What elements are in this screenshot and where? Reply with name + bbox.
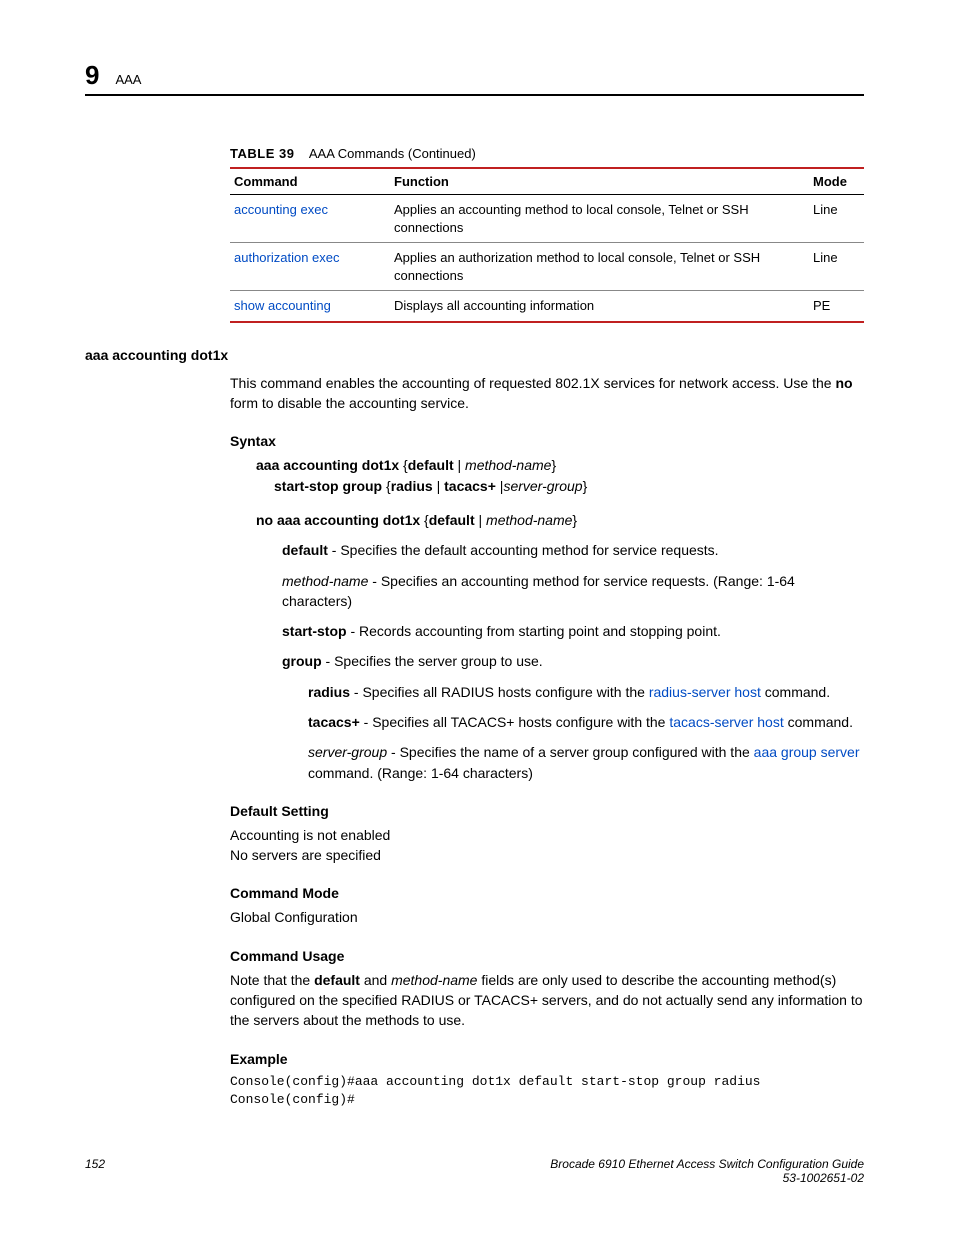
cmd-func: Applies an authorization method to local… — [390, 243, 809, 291]
commands-table: Command Function Mode accounting exec Ap… — [230, 167, 864, 323]
aaa-group-server-link[interactable]: aaa group server — [754, 744, 860, 760]
syntax-block: aaa accounting dot1x {default | method-n… — [256, 455, 864, 783]
cmd-mode: PE — [809, 291, 864, 322]
param-method-name: method-name - Specifies an accounting me… — [282, 571, 864, 612]
tacacs-server-host-link[interactable]: tacacs-server host — [669, 714, 783, 730]
footer-docnum: 53-1002651-02 — [550, 1171, 864, 1185]
syntax-line: no aaa accounting dot1x {default | metho… — [256, 510, 864, 530]
table-row: show accounting Displays all accounting … — [230, 291, 864, 322]
table-number: TABLE 39 — [230, 146, 294, 161]
cmd-mode: Line — [809, 243, 864, 291]
th-command: Command — [230, 168, 390, 195]
command-mode-text: Global Configuration — [230, 907, 864, 927]
syntax-line: start-stop group {radius | tacacs+ |serv… — [274, 476, 864, 496]
command-usage-heading: Command Usage — [230, 948, 864, 964]
default-setting-text: Accounting is not enabled No servers are… — [230, 825, 864, 866]
chapter-section: AAA — [115, 72, 141, 87]
param-start-stop: start-stop - Records accounting from sta… — [282, 621, 864, 641]
table-caption: TABLE 39 AAA Commands (Continued) — [230, 146, 864, 161]
syntax-heading: Syntax — [230, 433, 864, 449]
th-mode: Mode — [809, 168, 864, 195]
param-server-group: server-group - Specifies the name of a s… — [308, 742, 864, 783]
command-mode-heading: Command Mode — [230, 885, 864, 901]
cmd-link[interactable]: show accounting — [234, 298, 331, 313]
table-caption-text: AAA Commands (Continued) — [309, 146, 476, 161]
command-section-title: aaa accounting dot1x — [85, 347, 864, 363]
chapter-header: 9 AAA — [85, 60, 864, 96]
syntax-line: aaa accounting dot1x {default | method-n… — [256, 455, 864, 475]
param-radius: radius - Specifies all RADIUS hosts conf… — [308, 682, 864, 702]
intro-paragraph: This command enables the accounting of r… — [230, 373, 864, 414]
param-default: default - Specifies the default accounti… — [282, 540, 864, 560]
default-setting-heading: Default Setting — [230, 803, 864, 819]
cmd-link[interactable]: accounting exec — [234, 202, 328, 217]
param-tacacs: tacacs+ - Specifies all TACACS+ hosts co… — [308, 712, 864, 732]
th-function: Function — [390, 168, 809, 195]
cmd-func: Applies an accounting method to local co… — [390, 195, 809, 243]
table-row: authorization exec Applies an authorizat… — [230, 243, 864, 291]
page-footer: 152 Brocade 6910 Ethernet Access Switch … — [85, 1157, 864, 1185]
page-number: 152 — [85, 1157, 105, 1185]
example-heading: Example — [230, 1051, 864, 1067]
example-code: Console(config)#aaa accounting dot1x def… — [230, 1073, 864, 1109]
footer-title: Brocade 6910 Ethernet Access Switch Conf… — [550, 1157, 864, 1171]
table-row: accounting exec Applies an accounting me… — [230, 195, 864, 243]
radius-server-host-link[interactable]: radius-server host — [649, 684, 761, 700]
cmd-mode: Line — [809, 195, 864, 243]
param-group: group - Specifies the server group to us… — [282, 651, 864, 671]
chapter-number: 9 — [85, 60, 99, 91]
command-usage-text: Note that the default and method-name fi… — [230, 970, 864, 1031]
cmd-func: Displays all accounting information — [390, 291, 809, 322]
cmd-link[interactable]: authorization exec — [234, 250, 340, 265]
